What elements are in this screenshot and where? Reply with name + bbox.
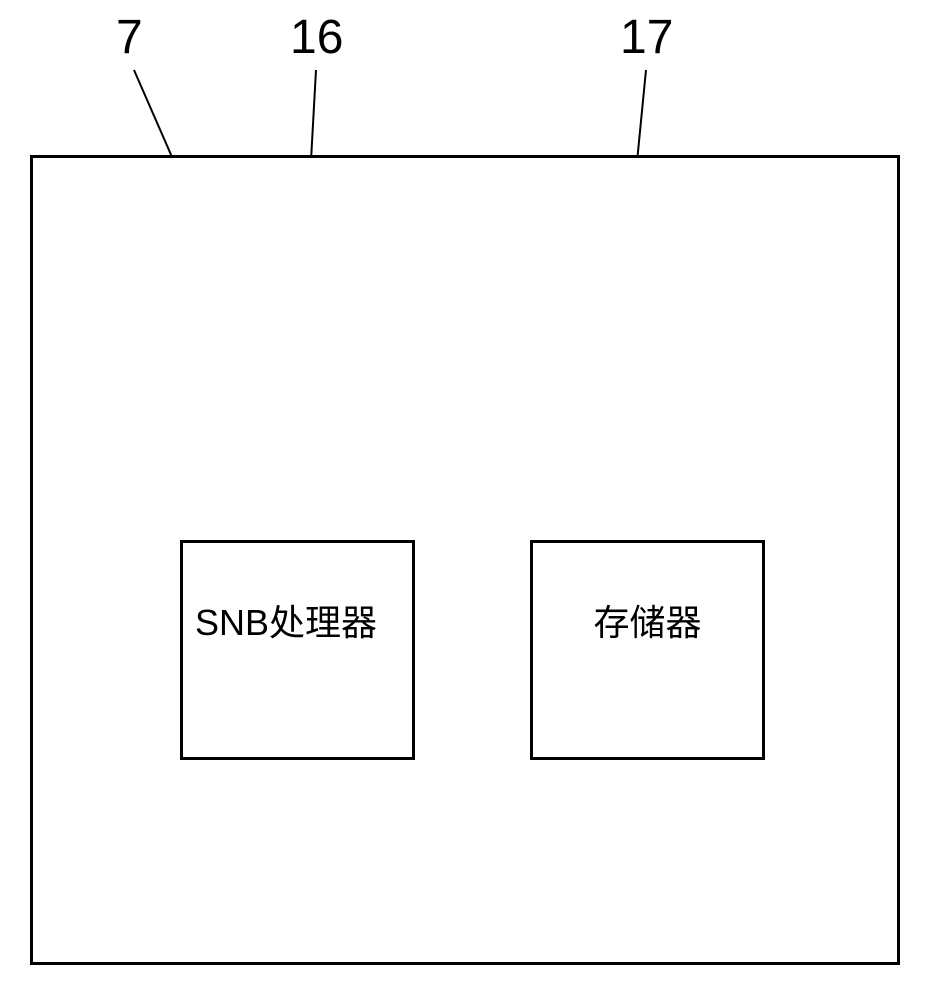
leader-line-7 [134,70,172,157]
label-17: 17 [620,10,673,65]
label-7: 7 [116,10,143,65]
block-snb-processor-label: SNB处理器 [195,598,377,648]
label-16: 16 [290,10,343,65]
block-snb-processor: SNB处理器 [180,540,415,760]
block-memory: 存储器 [530,540,765,760]
outer-container-box [30,155,900,965]
block-memory-label: 存储器 [593,598,701,648]
